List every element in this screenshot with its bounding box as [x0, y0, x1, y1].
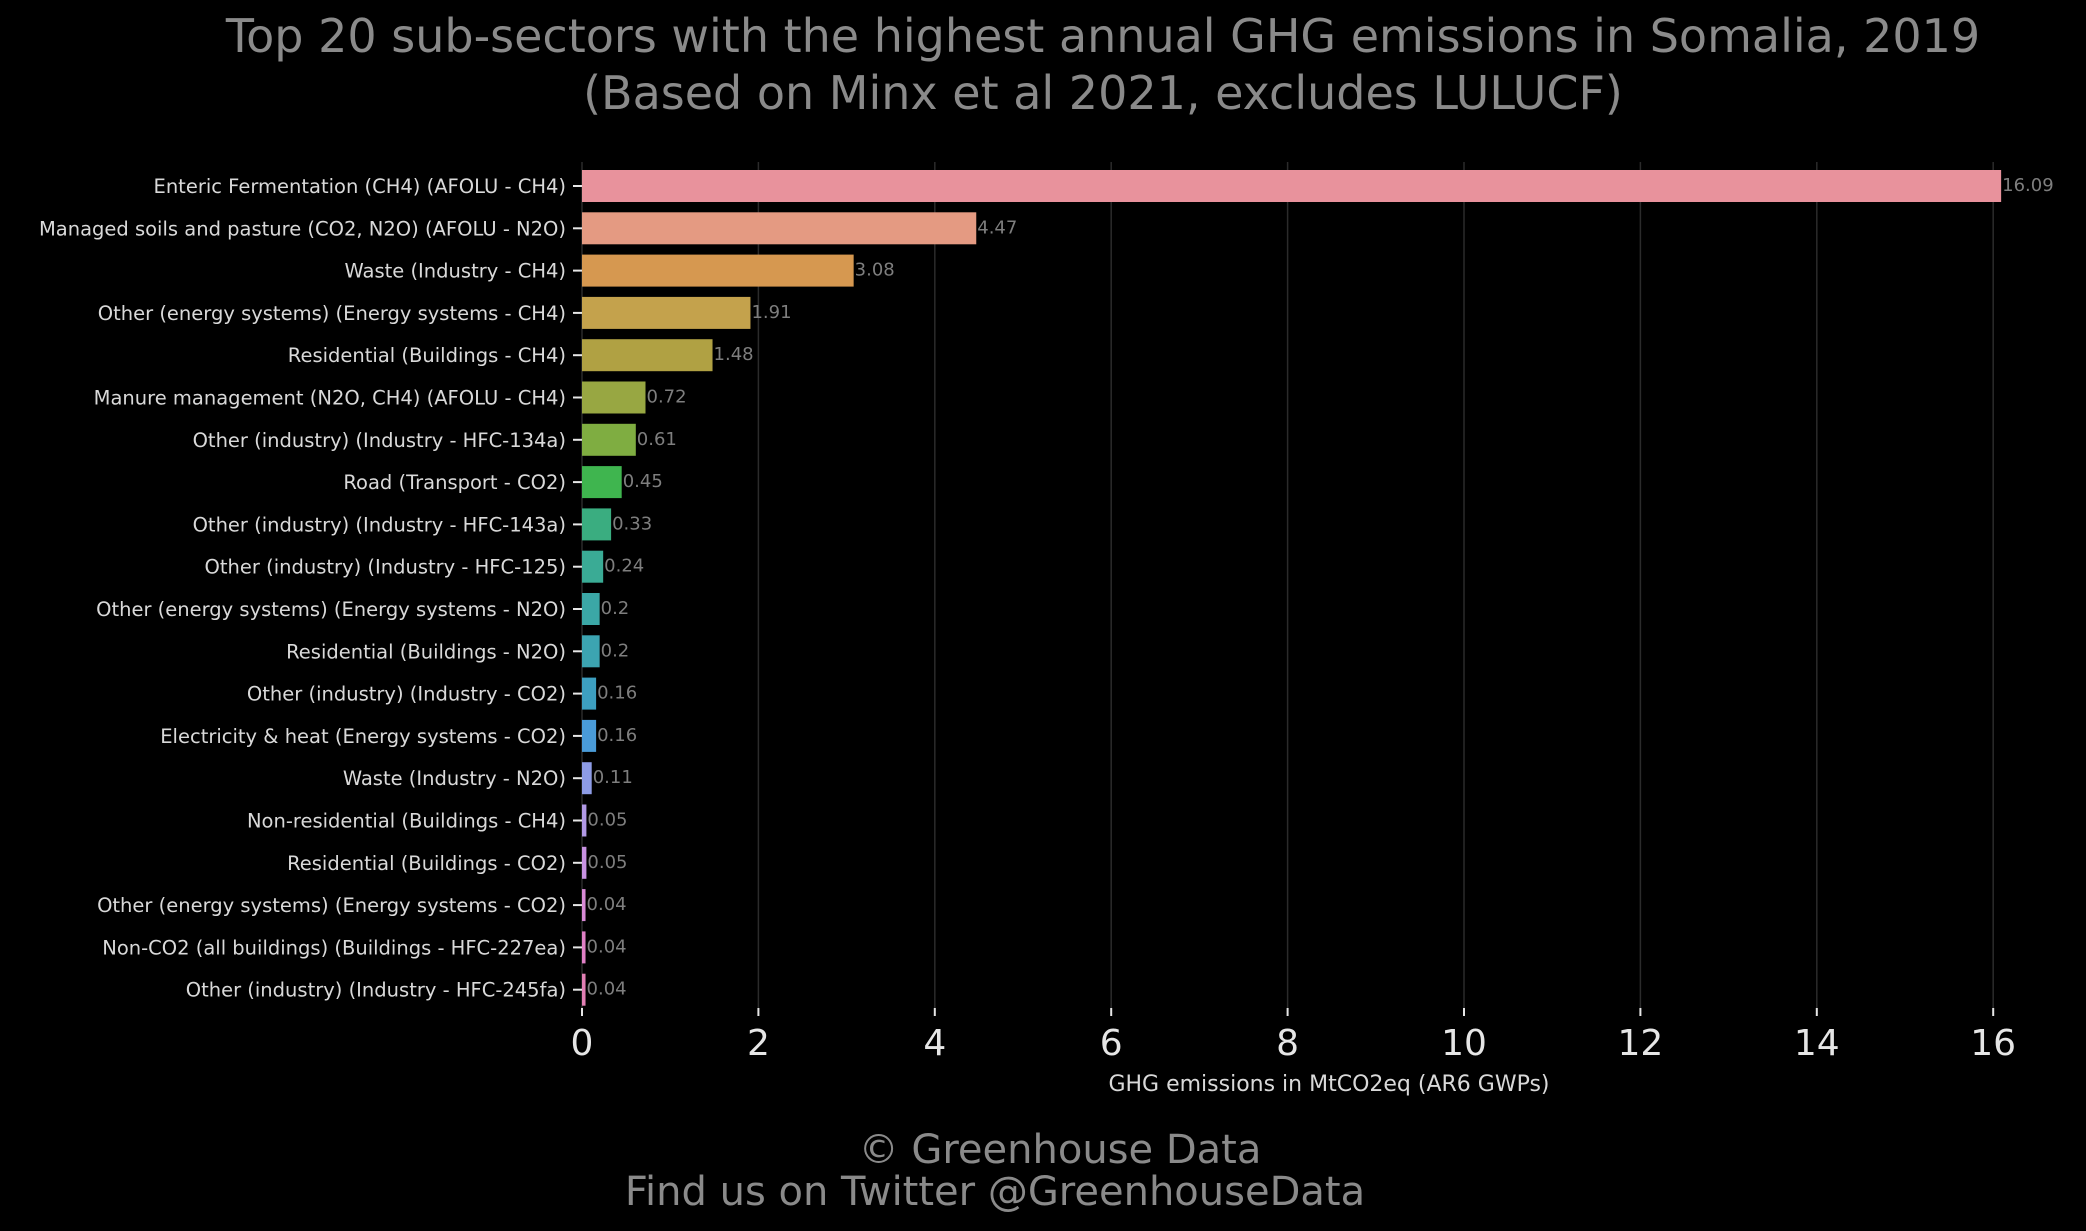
category-label: Waste (Industry - CH4) — [344, 260, 566, 283]
category-label: Enteric Fermentation (CH4) (AFOLU - CH4) — [154, 175, 567, 198]
chart-title: Top 20 sub-sectors with the highest annu… — [225, 9, 1980, 63]
x-tick-label: 6 — [1100, 1023, 1123, 1064]
category-labels: Enteric Fermentation (CH4) (AFOLU - CH4)… — [39, 175, 582, 1002]
category-label: Other (industry) (Industry - HFC-245fa) — [186, 979, 566, 1002]
bar — [582, 889, 586, 922]
value-label: 0.2 — [601, 598, 630, 619]
value-label: 3.08 — [855, 260, 895, 281]
x-tick-label: 14 — [1794, 1023, 1840, 1064]
category-label: Managed soils and pasture (CO2, N2O) (AF… — [39, 217, 566, 240]
bar — [582, 466, 622, 499]
category-label: Other (industry) (Industry - CO2) — [247, 683, 566, 706]
bar — [582, 254, 854, 287]
bars — [582, 170, 2002, 1006]
category-label: Other (industry) (Industry - HFC-134a) — [193, 429, 566, 452]
value-label: 0.16 — [597, 683, 637, 704]
category-label: Residential (Buildings - CO2) — [287, 852, 566, 875]
value-label: 0.05 — [587, 852, 627, 873]
bar — [582, 550, 604, 583]
category-label: Electricity & heat (Energy systems - CO2… — [160, 725, 566, 748]
bar — [582, 635, 600, 668]
x-tick-label: 0 — [571, 1023, 594, 1064]
category-label: Other (industry) (Industry - HFC-143a) — [193, 513, 566, 536]
value-label: 1.48 — [714, 344, 754, 365]
value-label: 0.16 — [597, 725, 637, 746]
footer-credit: © Greenhouse Data — [859, 1127, 1262, 1173]
value-label: 0.04 — [587, 979, 627, 1000]
category-label: Other (energy systems) (Energy systems -… — [98, 302, 566, 325]
category-label: Non-CO2 (all buildings) (Buildings - HFC… — [102, 936, 566, 959]
chart-subtitle: (Based on Minx et al 2021, excludes LULU… — [583, 66, 1623, 120]
value-label: 0.11 — [593, 767, 633, 788]
category-label: Residential (Buildings - CH4) — [288, 344, 566, 367]
value-label: 0.04 — [587, 936, 627, 957]
category-label: Residential (Buildings - N2O) — [286, 640, 566, 663]
category-label: Road (Transport - CO2) — [343, 471, 566, 494]
value-label: 0.2 — [601, 640, 630, 661]
value-label: 0.61 — [637, 429, 677, 450]
bar — [582, 423, 636, 456]
value-label: 16.09 — [2002, 175, 2054, 196]
bar — [582, 846, 587, 879]
bar — [582, 593, 600, 625]
value-label: 0.72 — [647, 387, 687, 408]
x-axis: 0 2 4 6 8 10 12 14 16 — [571, 1008, 2016, 1064]
bar — [582, 719, 597, 752]
bar — [582, 973, 586, 1006]
x-tick-label: 16 — [1970, 1023, 2016, 1064]
category-label: Other (energy systems) (Energy systems -… — [96, 598, 566, 621]
value-label: 0.33 — [612, 513, 652, 534]
x-tick-label: 4 — [923, 1023, 946, 1064]
gridlines — [581, 162, 1994, 1008]
bar — [582, 339, 713, 372]
x-tick-label: 10 — [1441, 1023, 1487, 1064]
bar — [582, 762, 592, 795]
bar — [582, 804, 587, 837]
value-label: 4.47 — [977, 217, 1017, 238]
footer-twitter: Find us on Twitter @GreenhouseData — [625, 1169, 1365, 1215]
bar — [582, 170, 2002, 202]
value-label: 1.91 — [751, 302, 791, 323]
value-label: 0.05 — [587, 810, 627, 831]
value-labels: 16.09 4.47 3.08 1.91 1.48 0.72 0.61 0.45 0.33 0.2… — [587, 175, 2054, 1000]
category-label: Waste (Industry - N2O) — [343, 767, 566, 790]
bar — [582, 508, 612, 541]
x-tick-label: 8 — [1276, 1023, 1299, 1064]
bar — [582, 381, 646, 414]
category-label: Non-residential (Buildings - CH4) — [247, 810, 566, 833]
category-label: Manure management (N2O, CH4) (AFOLU - CH… — [94, 387, 566, 410]
value-label: 0.45 — [623, 471, 663, 492]
bar — [582, 677, 597, 710]
x-axis-title: GHG emissions in MtCO2eq (AR6 GWPs) — [1108, 1072, 1549, 1097]
value-label: 0.04 — [587, 894, 627, 915]
category-label: Other (industry) (Industry - HFC-125) — [205, 556, 566, 579]
category-label: Other (energy systems) (Energy systems -… — [97, 894, 566, 917]
x-tick-label: 12 — [1617, 1023, 1663, 1064]
bar — [582, 212, 977, 245]
bar — [582, 296, 751, 329]
x-tick-label: 2 — [747, 1023, 770, 1064]
value-label: 0.24 — [604, 556, 644, 577]
bar — [582, 931, 586, 964]
